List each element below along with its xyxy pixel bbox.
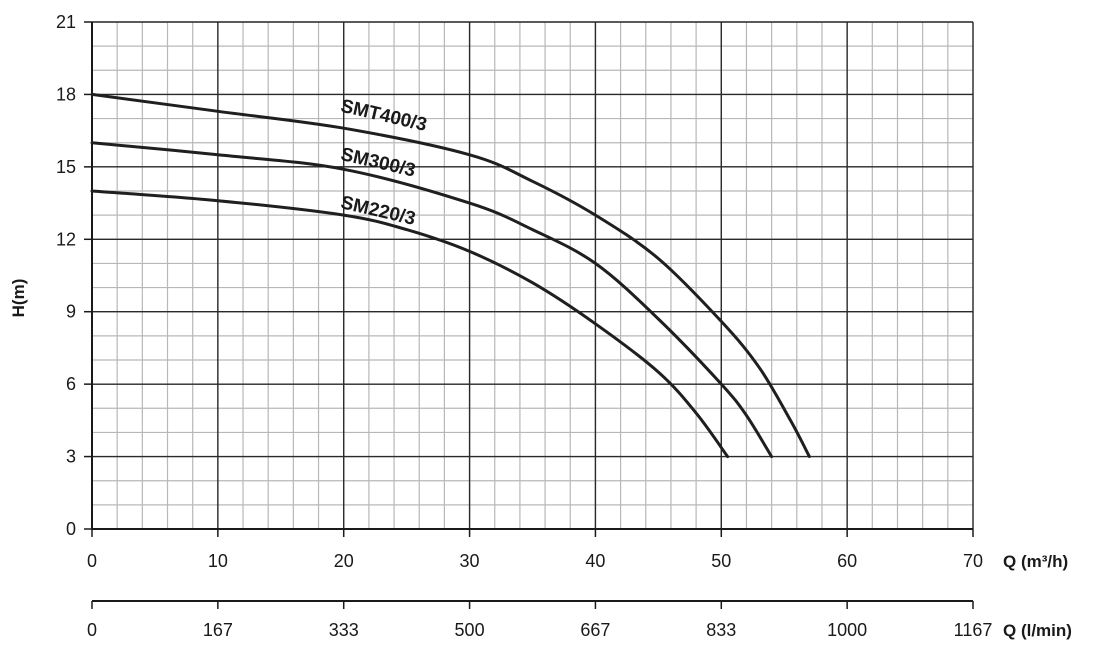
y-tick-label: 12 (56, 229, 76, 249)
secondary-x-tick-label: 1167 (954, 620, 993, 640)
x-tick-labels: 0 10 20 30 40 50 60 70 (87, 551, 983, 571)
y-tick-label: 0 (66, 519, 76, 539)
curve-sm300-3 (90, 141, 774, 459)
x-tick-label: 50 (711, 551, 731, 571)
x-tick-label: 60 (837, 551, 857, 571)
y-tick-label: 3 (66, 447, 76, 467)
performance-curves (90, 92, 811, 459)
secondary-x-axis-label: Q (l/min) (1003, 621, 1072, 640)
secondary-x-tick-label: 167 (203, 620, 233, 640)
secondary-x-tick-label: 667 (580, 620, 610, 640)
x-tick-label: 70 (963, 551, 983, 571)
secondary-x-tick-label: 500 (455, 620, 485, 640)
x-axis-label: Q (m³/h) (1003, 552, 1068, 571)
y-tick-label: 21 (56, 12, 76, 32)
secondary-x-tick-labels: 0 167 333 500 667 833 1000 1167 (87, 620, 992, 640)
y-tick-label: 18 (56, 84, 76, 104)
axes (84, 21, 974, 609)
curve-label-sm220-3: SM220/3 (339, 192, 418, 230)
x-tick-label: 10 (208, 551, 228, 571)
secondary-x-tick-label: 833 (706, 620, 736, 640)
x-tick-label: 40 (585, 551, 605, 571)
x-tick-label: 0 (87, 551, 97, 571)
x-tick-label: 30 (460, 551, 480, 571)
curve-smt400-3 (90, 92, 811, 459)
x-tick-label: 20 (334, 551, 354, 571)
secondary-x-tick-label: 0 (87, 620, 97, 640)
y-tick-labels: 0 3 6 9 12 15 18 21 (56, 12, 76, 539)
minor-gridlines (91, 21, 974, 530)
secondary-x-tick-label: 333 (329, 620, 359, 640)
curve-sm220-3 (90, 189, 730, 459)
y-tick-label: 9 (66, 302, 76, 322)
y-axis-label: H(m) (9, 279, 28, 318)
major-gridlines (91, 21, 974, 530)
y-tick-label: 15 (56, 157, 76, 177)
y-tick-label: 6 (66, 374, 76, 394)
secondary-x-tick-label: 1000 (827, 620, 867, 640)
